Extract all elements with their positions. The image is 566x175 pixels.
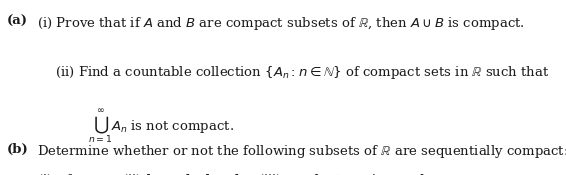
Text: Determine whether or not the following subsets of $\mathbb{R}$ are sequentially : Determine whether or not the following s… bbox=[37, 143, 566, 160]
Text: (a): (a) bbox=[7, 15, 28, 28]
Text: $\bigcup_{n=1}^{\infty} A_n$ is not compact.: $\bigcup_{n=1}^{\infty} A_n$ is not comp… bbox=[88, 108, 234, 146]
Text: (ii) Find a countable collection $\{A_n: n \in \mathbb{N}\}$ of compact sets in : (ii) Find a countable collection $\{A_n:… bbox=[55, 64, 550, 81]
Text: (i) Prove that if $A$ and $B$ are compact subsets of $\mathbb{R}$, then $A \cup : (i) Prove that if $A$ and $B$ are compac… bbox=[37, 15, 525, 32]
Text: (ii) $[-1,0] \cup [1,2]$: (ii) $[-1,0] \cup [1,2]$ bbox=[122, 173, 239, 175]
Text: (iii) $A = \{x \in \mathbb{R}{:}\, \sin x = 0\}$.: (iii) $A = \{x \in \mathbb{R}{:}\, \sin … bbox=[258, 173, 431, 175]
Text: (i) $\mathbb{Q}^c$: (i) $\mathbb{Q}^c$ bbox=[37, 173, 73, 175]
Text: (b): (b) bbox=[7, 143, 28, 156]
